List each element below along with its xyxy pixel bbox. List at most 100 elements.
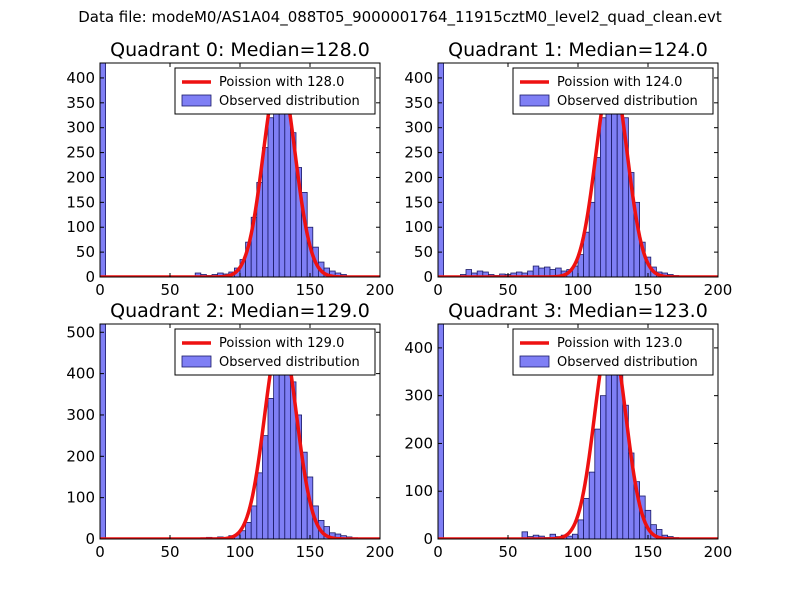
chart-panel-3: 0 50 100 150 200 0 100 200 300 400 Quadrant 3: Med… (404, 300, 732, 561)
histogram-bar (438, 324, 444, 539)
y-tick-label: 0 (423, 530, 433, 548)
panel-title: Quadrant 1: Median=124.0 (448, 39, 708, 61)
x-tick-label: 50 (498, 543, 517, 561)
x-tick-label: 150 (296, 281, 325, 299)
legend-bar-swatch (519, 94, 550, 107)
y-tick-label: 350 (66, 94, 95, 112)
y-tick-label: 200 (404, 434, 433, 452)
histogram-bar (273, 356, 280, 539)
histogram-bar (100, 63, 106, 277)
y-tick-label: 400 (66, 69, 95, 87)
x-tick-label: 0 (95, 543, 105, 561)
y-tick-label: 250 (404, 144, 433, 162)
histogram-bar (594, 428, 601, 539)
x-tick-label: 150 (634, 543, 663, 561)
x-tick-label: 200 (704, 543, 733, 561)
x-tick-label: 0 (433, 543, 443, 561)
x-tick-label: 0 (95, 281, 105, 299)
y-tick-label: 150 (66, 193, 95, 211)
y-tick-label: 400 (404, 339, 433, 357)
panel-title: Quadrant 3: Median=123.0 (448, 300, 708, 322)
legend-line-label: Poission with 129.0 (219, 336, 344, 351)
histogram-bar (261, 435, 269, 539)
legend-line-label: Poission with 123.0 (557, 336, 682, 351)
legend-bar-swatch (181, 94, 212, 107)
x-tick-label: 150 (634, 281, 663, 299)
legend: Poission with 123.0 Observed distribution (512, 328, 714, 376)
y-tick-label: 350 (404, 94, 433, 112)
y-tick-label: 400 (404, 69, 433, 87)
legend-bar-swatch (181, 355, 212, 368)
legend: Poission with 124.0 Observed distribution (512, 67, 714, 115)
histogram-bar (656, 529, 663, 539)
y-tick-label: 500 (66, 323, 95, 341)
poisson-curve (100, 70, 380, 277)
panel-title: Quadrant 0: Median=128.0 (110, 39, 370, 61)
histogram-bar (600, 395, 607, 539)
chart-panel-2: 0 50 100 150 200 0 100 200 300 400 500 Quadrant 2: … (66, 300, 394, 561)
histogram-bar (577, 519, 584, 539)
chart-panel-1: 0 50 100 150 200 0 50 100 150 200 250 300 350 400 Quad… (404, 39, 732, 299)
legend-line-label: Poission with 128.0 (219, 75, 344, 90)
legend-bar-label: Observed distribution (219, 355, 360, 370)
legend: Poission with 128.0 Observed distribution (174, 67, 376, 115)
legend: Poission with 129.0 Observed distribution (174, 328, 376, 376)
y-tick-label: 0 (85, 530, 95, 548)
histogram-bar (605, 92, 612, 277)
histogram-bar (594, 157, 601, 277)
y-tick-label: 200 (66, 168, 95, 186)
y-tick-label: 400 (66, 365, 95, 383)
x-tick-label: 100 (226, 281, 255, 299)
histogram-bar (267, 398, 274, 539)
x-tick-label: 50 (498, 281, 517, 299)
y-tick-label: 0 (423, 268, 433, 286)
histogram-bar (605, 352, 612, 539)
x-tick-label: 150 (296, 543, 325, 561)
y-tick-label: 300 (404, 387, 433, 405)
y-tick-label: 0 (85, 268, 95, 286)
legend-line-label: Poission with 124.0 (557, 75, 682, 90)
y-tick-label: 250 (66, 144, 95, 162)
x-tick-label: 100 (564, 281, 593, 299)
histogram-bar (100, 324, 106, 539)
y-tick-label: 100 (66, 218, 95, 236)
y-tick-label: 50 (76, 243, 95, 261)
y-tick-label: 150 (404, 193, 433, 211)
histogram-bar (284, 97, 291, 277)
y-tick-label: 200 (66, 447, 95, 465)
y-tick-label: 300 (66, 406, 95, 424)
histogram-bar (588, 471, 596, 539)
poisson-curve (100, 332, 380, 539)
panel-title: Quadrant 2: Median=129.0 (110, 300, 370, 322)
histogram-bar (245, 522, 252, 539)
legend-bar-label: Observed distribution (219, 94, 360, 109)
y-tick-label: 100 (66, 489, 95, 507)
y-tick-label: 300 (404, 119, 433, 137)
y-tick-label: 300 (66, 119, 95, 137)
histogram-bar (256, 472, 263, 539)
legend-bar-swatch (519, 355, 550, 368)
histogram-bar (267, 117, 274, 277)
y-tick-label: 50 (414, 243, 433, 261)
histogram-bar (438, 63, 444, 277)
x-tick-label: 50 (160, 281, 179, 299)
histogram-bar (572, 533, 579, 539)
histogram-bar (600, 117, 607, 277)
x-tick-label: 200 (704, 281, 733, 299)
histogram-bar (250, 505, 258, 539)
x-tick-label: 100 (564, 543, 593, 561)
y-tick-label: 200 (404, 168, 433, 186)
x-tick-label: 100 (226, 543, 255, 561)
histogram-bar (588, 201, 596, 277)
figure-suptitle: Data file: modeM0/AS1A04_088T05_90000017… (78, 8, 722, 26)
x-tick-label: 0 (433, 281, 443, 299)
legend-bar-label: Observed distribution (557, 355, 698, 370)
histogram-bar (583, 497, 590, 539)
x-tick-label: 200 (366, 543, 395, 561)
chart-panel-0: 0 50 100 150 200 0 50 100 150 200 250 300 350 400 Quad… (66, 39, 394, 299)
y-tick-label: 100 (404, 218, 433, 236)
y-tick-label: 100 (404, 482, 433, 500)
legend-bar-label: Observed distribution (557, 94, 698, 109)
x-tick-label: 200 (366, 281, 395, 299)
